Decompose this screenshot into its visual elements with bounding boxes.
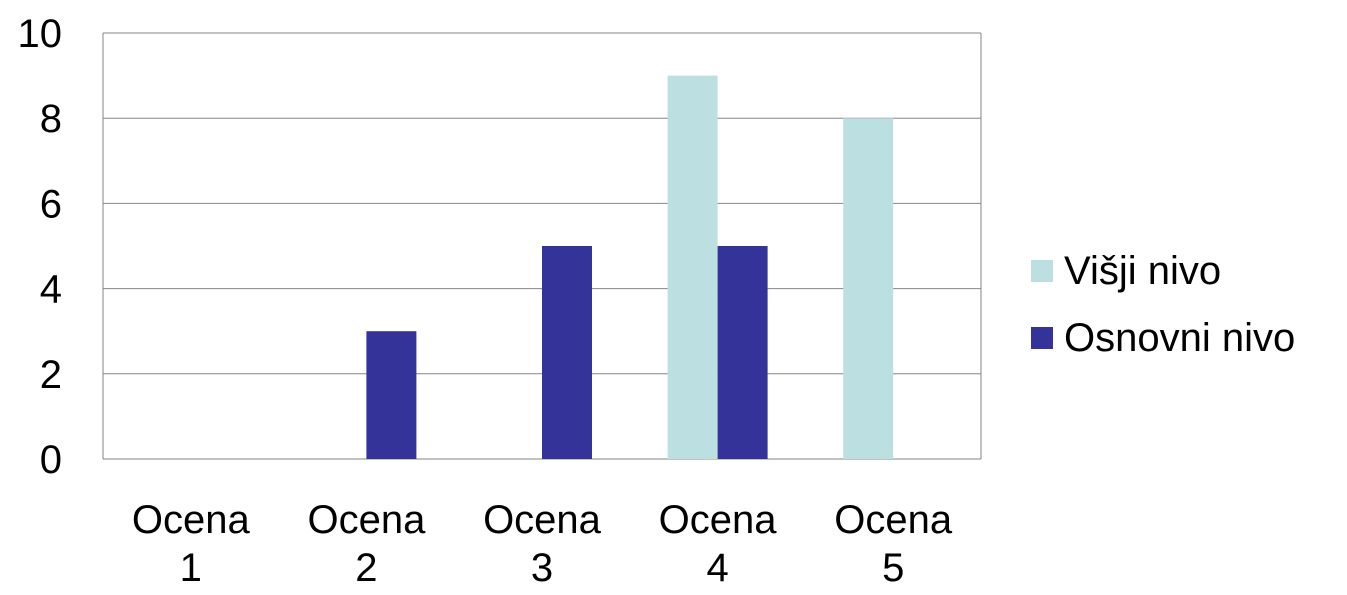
legend-label: Osnovni nivo <box>1064 316 1295 360</box>
y-tick-label: 4 <box>40 268 62 312</box>
bar-osnovni-nivo-3 <box>542 246 592 459</box>
bar-visji-nivo-5 <box>843 118 894 459</box>
x-category-label-line: Ocena <box>132 498 251 542</box>
y-tick-label: 0 <box>40 438 62 482</box>
legend-label: Višji nivo <box>1064 249 1221 293</box>
x-category-label-line: Ocena <box>307 498 426 542</box>
x-category-label-line: Ocena <box>659 498 778 542</box>
y-axis-tick-labels: 0 2 4 6 8 10 <box>18 12 63 482</box>
bar-osnovni-nivo-2 <box>366 331 417 459</box>
x-category-label: Ocena 4 <box>659 498 778 590</box>
x-category-label-line: 2 <box>355 546 377 590</box>
x-category-label-line: 5 <box>882 546 904 590</box>
x-category-label-line: Ocena <box>483 498 602 542</box>
x-category-label: Ocena 1 <box>132 498 251 590</box>
x-category-label-line: 3 <box>531 546 553 590</box>
bars <box>366 75 894 459</box>
x-category-label-line: 4 <box>706 546 728 590</box>
y-tick-label: 8 <box>40 97 62 141</box>
x-category-label: Ocena 3 <box>483 498 602 590</box>
x-category-label-line: Ocena <box>834 498 953 542</box>
x-category-label: Ocena 2 <box>307 498 426 590</box>
y-tick-label: 2 <box>40 353 62 397</box>
y-tick-label: 6 <box>40 182 62 226</box>
legend: Višji nivo Osnovni nivo <box>1031 249 1295 360</box>
legend-swatch <box>1031 327 1053 349</box>
y-tick-label: 10 <box>18 12 63 56</box>
bar-visji-nivo-4 <box>667 75 718 459</box>
bar-osnovni-nivo-4 <box>717 246 768 459</box>
x-category-label-line: 1 <box>180 546 202 590</box>
legend-swatch <box>1031 260 1053 282</box>
x-category-label: Ocena 5 <box>834 498 953 590</box>
